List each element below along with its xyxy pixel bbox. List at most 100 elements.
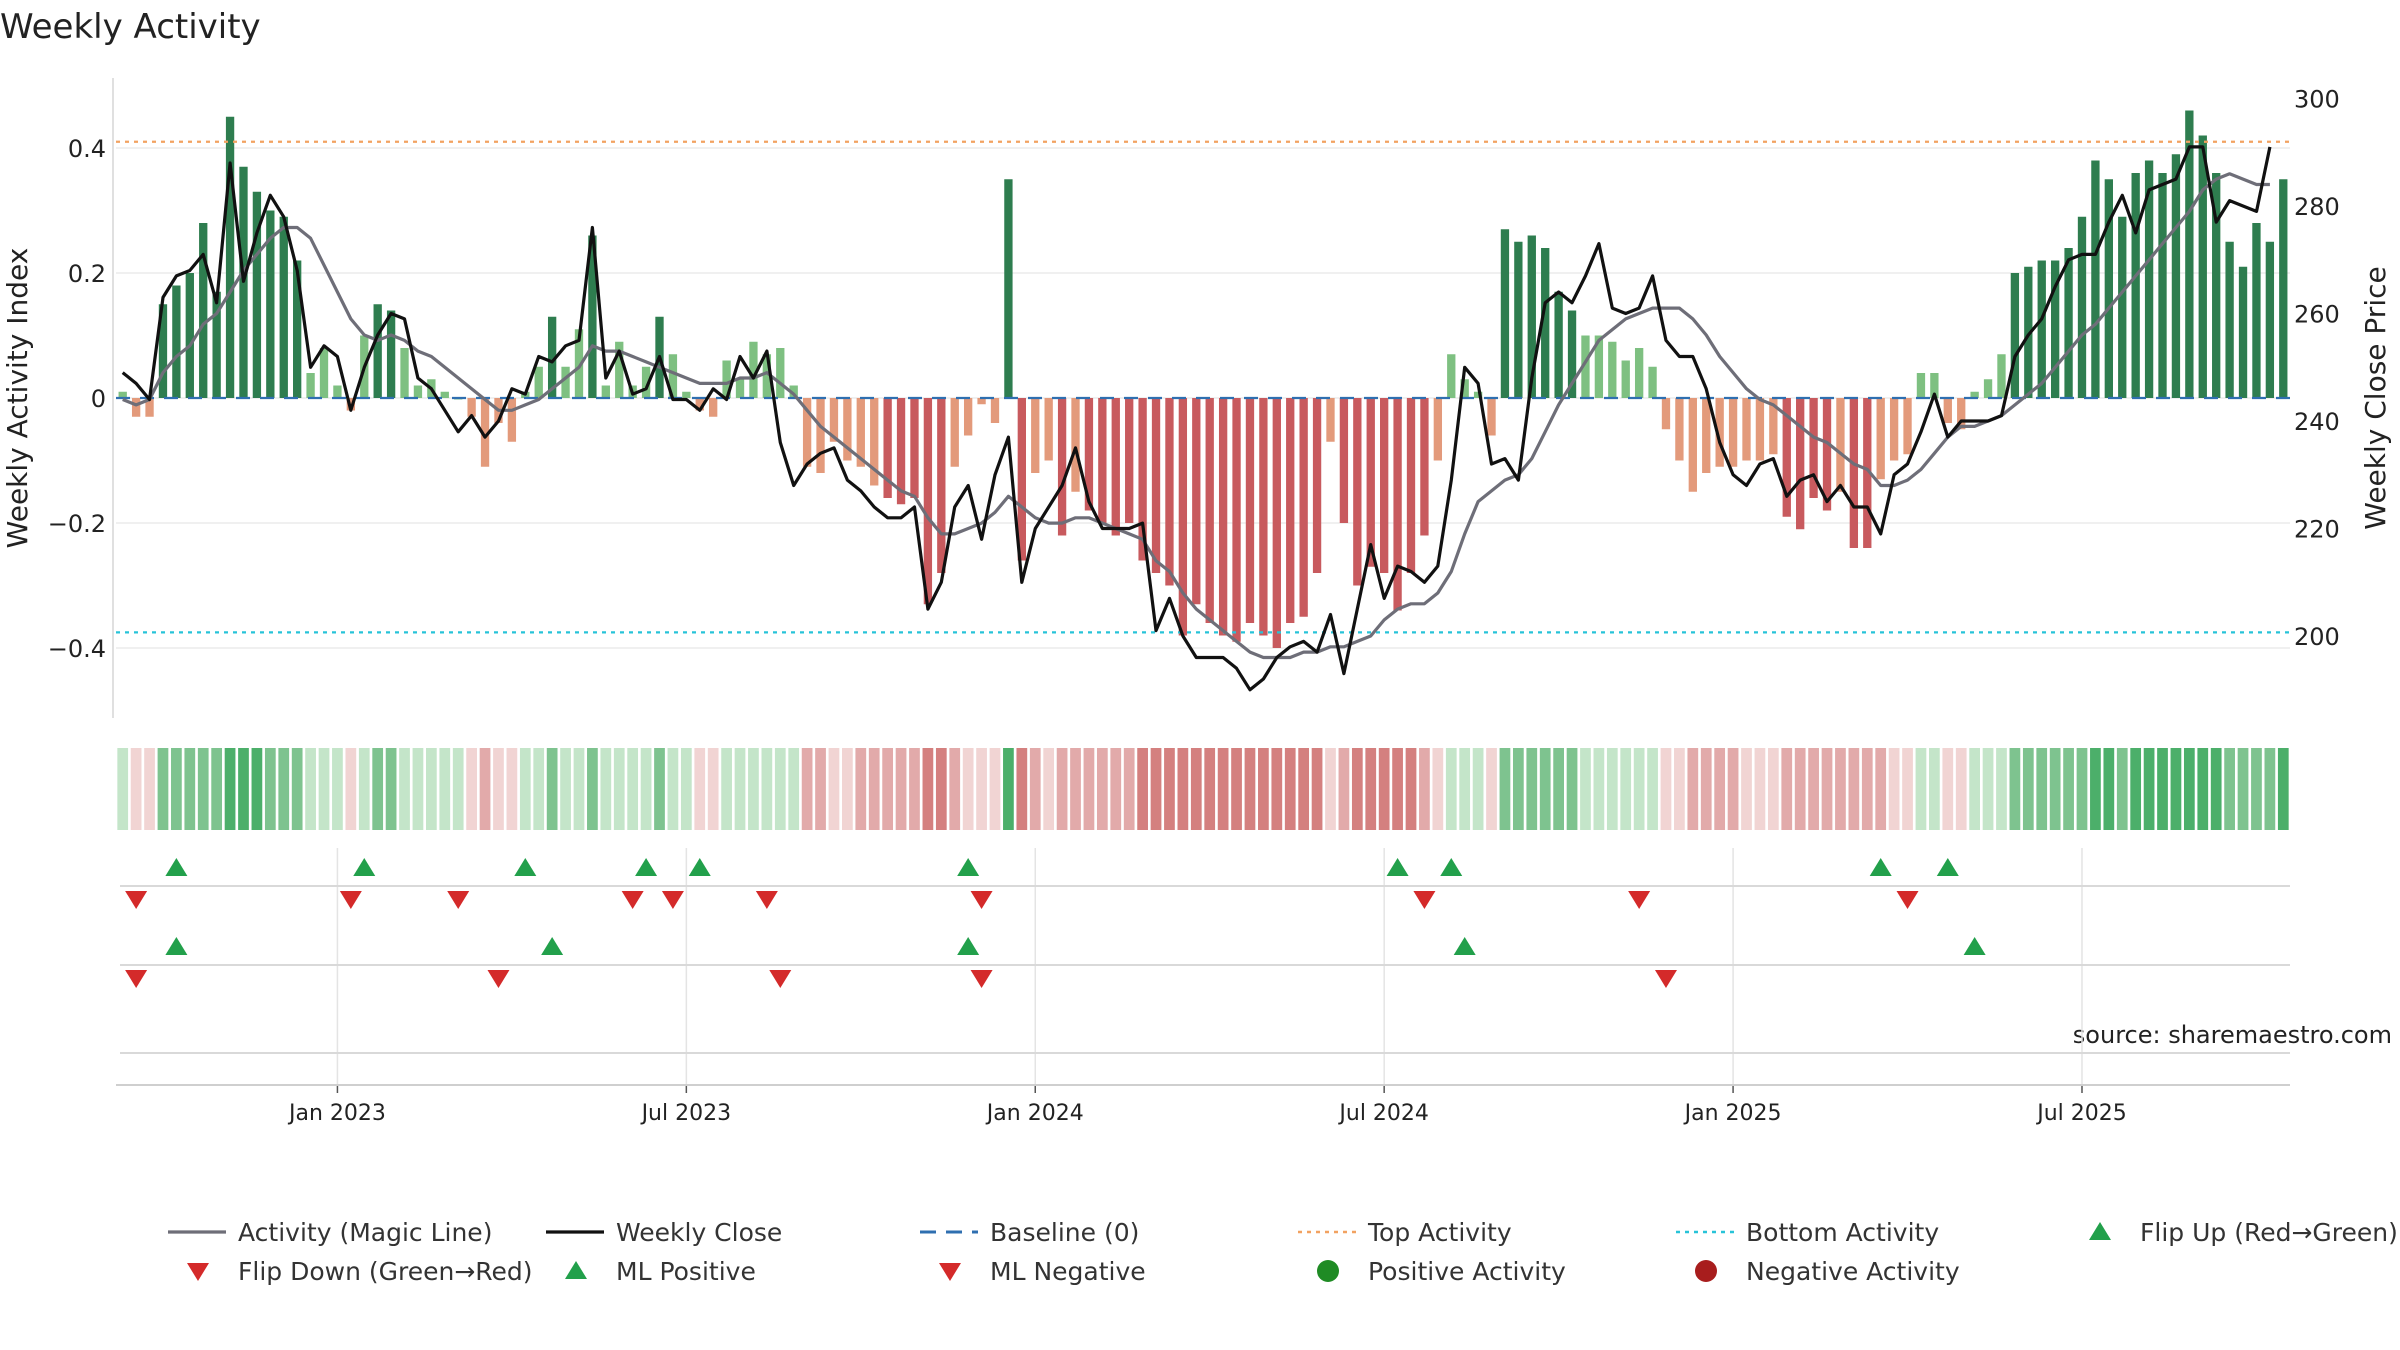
heat-cell [1003,748,1014,830]
activity-bar [172,285,181,398]
ml-positive-marker [541,937,564,955]
heat-cell [533,748,545,830]
flip-up-marker [165,858,188,876]
heat-cell [2090,748,2101,830]
heat-cell [332,748,343,830]
heat-cell [761,748,773,830]
y2-tick-label: 300 [2294,86,2340,114]
heat-cell [895,748,907,830]
activity-bar [588,235,597,398]
activity-bar [158,304,168,398]
heat-cell [1284,748,1296,830]
legend-label: Weekly Close [616,1218,782,1247]
activity-bar [225,116,235,398]
activity-bar [1178,398,1188,636]
activity-bar [1031,398,1040,473]
activity-bar [1353,398,1362,586]
activity-bar [1608,341,1617,398]
heat-cell [868,748,880,830]
activity-bar [1460,379,1469,398]
activity-bar [319,348,329,398]
activity-bar [1044,398,1053,461]
activity-bar [816,398,825,473]
heat-cell [1083,748,1095,830]
activity-bar [977,398,986,405]
legend-item: Baseline (0) [920,1218,1139,1247]
flip-up-marker [353,858,376,876]
heat-cell [479,748,491,830]
heat-cell [117,748,129,830]
activity-bar [561,366,570,398]
legend-swatch-circle [1695,1260,1717,1282]
legend-swatch-triangle-up [565,1261,587,1279]
heat-cell [1700,748,1712,830]
activity-bar [695,398,704,411]
ml-negative-marker [769,970,792,988]
flip-down-marker [621,891,644,909]
heat-cell [1392,748,1403,830]
heat-cell [1311,748,1323,830]
activity-bar [199,223,208,398]
heat-cell [1593,748,1605,830]
activity-bar [266,210,275,398]
heat-cell [1714,748,1726,830]
heat-cell [1929,748,1940,830]
flip-down-marker [1896,891,1919,909]
activity-bar [1661,398,1671,430]
y2-tick-label: 280 [2294,193,2340,221]
activity-bar [400,348,409,398]
heat-cell [291,748,303,830]
activity-bar [1634,348,1644,398]
activity-bar [2238,266,2248,398]
activity-bar [1648,366,1657,398]
activity-bar [440,391,449,398]
activity-bar [1702,398,1711,473]
legend-label: Flip Down (Green→Red) [238,1257,533,1286]
activity-bar [2279,179,2288,398]
activity-bar [574,329,584,398]
legend-item: Flip Up (Red→Green) [2089,1218,2398,1247]
heat-cell [1861,748,1873,830]
heat-cell [1056,748,1068,830]
ml-negative-marker [487,970,510,988]
activity-bar [2131,173,2140,398]
magic-line [122,172,2270,660]
y2-axis-label: Weekly Close Price [2359,266,2392,529]
activity-bar [293,260,302,398]
activity-bar [212,291,221,398]
legend-item: Bottom Activity [1676,1218,1939,1247]
activity-bar [2064,248,2073,398]
activity-bar [1420,398,1429,536]
heat-cell [560,748,571,830]
legend-item: Weekly Close [546,1218,782,1247]
activity-bar [709,398,718,417]
activity-bar [386,310,396,398]
heat-cell [1996,748,2007,830]
heat-cell [1674,748,1685,830]
heat-cell [1727,748,1739,830]
heat-cell [1835,748,1846,830]
flip-up-marker [514,858,537,876]
activity-bar [1272,398,1281,648]
activity-bar [1930,373,1939,398]
heat-cell [882,748,894,830]
heat-cell [1580,748,1591,830]
activity-bar [1809,398,1818,498]
heat-cell [1378,748,1390,830]
activity-bar [1339,398,1349,523]
heat-cell [855,748,867,830]
activity-bar [2118,216,2127,398]
ml-negative-marker [970,970,993,988]
flip-down-marker [125,891,148,909]
heat-cell [452,748,464,830]
activity-bar [1822,398,1832,511]
heat-cell [2049,748,2061,830]
legend-swatch-triangle-up [2089,1222,2111,1240]
heat-cell [1808,748,1819,830]
activity-bar [480,398,490,467]
activity-bar [789,385,798,398]
heat-cell [1096,748,1108,830]
heat-cell [2063,748,2074,830]
heat-cell [976,748,987,830]
y-tick-label: −0.4 [48,635,106,663]
